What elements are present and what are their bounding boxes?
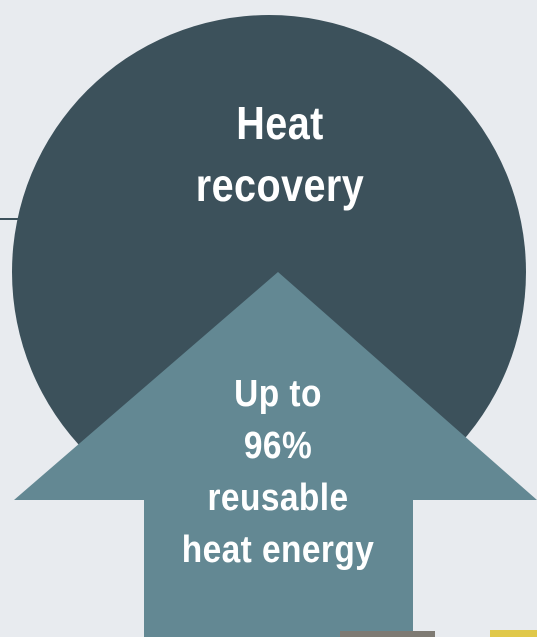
- headline-line-1: Heat: [236, 97, 324, 149]
- headline: Heat recovery: [151, 92, 409, 216]
- arrow-text: Up to 96% reusable heat energy: [139, 368, 417, 576]
- arrow-text-line-3: reusable: [207, 477, 349, 519]
- arrow-text-line-4: heat energy: [181, 529, 375, 571]
- arrow-text-line-1: Up to: [234, 373, 322, 415]
- bottom-cropped-photo-strip: [0, 628, 537, 637]
- up-arrow-shape: [14, 272, 537, 637]
- headline-line-2: recovery: [195, 159, 365, 211]
- arrow-text-line-2: 96%: [243, 425, 313, 467]
